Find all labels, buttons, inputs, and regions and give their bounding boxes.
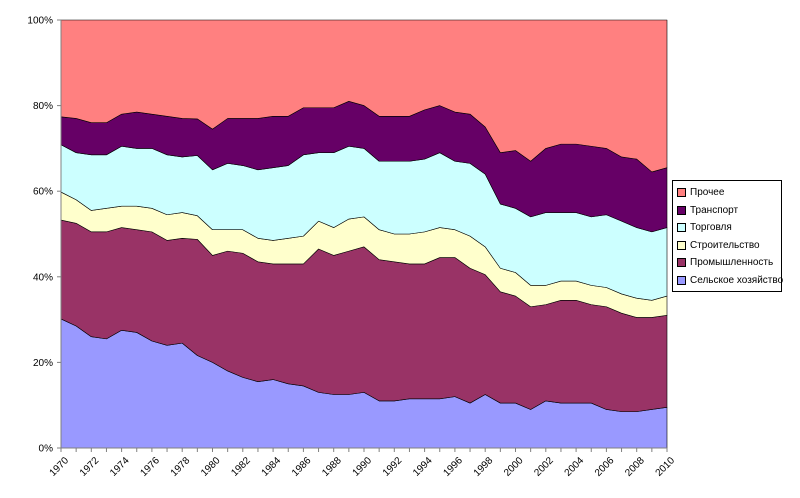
legend-swatch: [677, 240, 686, 250]
x-tick-label: 1998: [472, 455, 496, 479]
x-tick-label: 1982: [229, 455, 253, 479]
x-tick-label: 1988: [320, 455, 344, 479]
x-tick-label: 1980: [199, 455, 223, 479]
x-tick-label: 1986: [290, 455, 314, 479]
chart-legend: Прочее Транспорт Торговля Строительство Пром…: [672, 180, 783, 292]
x-tick-label: 2006: [593, 455, 617, 479]
series-area-6: [60, 19, 668, 173]
x-tick-label: 1992: [381, 455, 405, 479]
legend-swatch: [677, 275, 686, 285]
x-tick-label: 1994: [411, 455, 435, 479]
legend-item: Сельское хозяйство: [677, 272, 783, 290]
legend-label: Строительство: [690, 239, 760, 251]
legend-item: Транспорт: [677, 202, 777, 220]
y-tick-label: 80%: [33, 101, 53, 112]
legend-swatch: [677, 188, 686, 198]
legend-item: Строительство: [677, 237, 777, 255]
x-tick-label: 1984: [260, 455, 284, 479]
x-tick-label: 1976: [138, 455, 162, 479]
y-tick-label: 40%: [33, 272, 53, 283]
legend-label: Сельское хозяйство: [690, 274, 784, 286]
y-tick-label: 20%: [33, 358, 53, 369]
x-tick-label: 2002: [532, 455, 556, 479]
x-tick-label: 2010: [654, 455, 678, 479]
x-tick-label: 1974: [108, 455, 132, 479]
y-tick-label: 100%: [27, 16, 53, 27]
legend-item: Промышленность: [677, 254, 777, 272]
x-tick-label: 2000: [502, 455, 526, 479]
legend-item: Прочее: [677, 184, 777, 202]
x-tick-label: 1978: [169, 455, 193, 479]
y-tick-label: 60%: [33, 187, 53, 198]
legend-label: Прочее: [690, 187, 725, 199]
x-tick-label: 2004: [563, 455, 587, 479]
legend-swatch: [677, 258, 686, 268]
x-tick-label: 2008: [623, 455, 647, 479]
legend-label: Промышленность: [690, 257, 774, 269]
x-tick-label: 1972: [78, 455, 102, 479]
y-tick-label: 0%: [39, 444, 54, 455]
legend-item: Торговля: [677, 219, 777, 237]
legend-swatch: [677, 223, 686, 233]
x-tick-label: 1996: [441, 455, 465, 479]
legend-swatch: [677, 205, 686, 215]
legend-label: Торговля: [690, 222, 732, 234]
x-tick-label: 1990: [351, 455, 375, 479]
legend-label: Транспорт: [690, 204, 739, 216]
x-tick-label: 1970: [48, 455, 72, 479]
